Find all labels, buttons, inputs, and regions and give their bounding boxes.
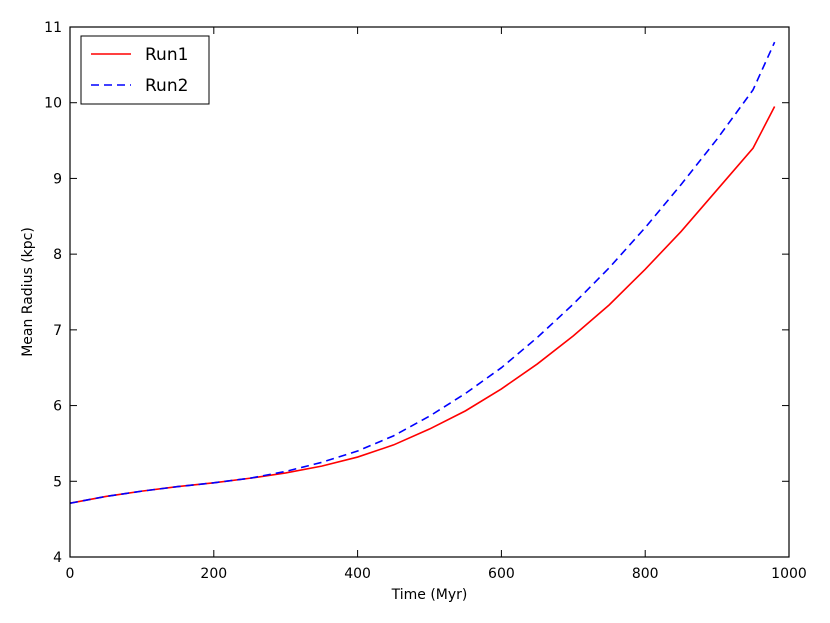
y-axis-label: Mean Radius (kpc): [20, 227, 36, 357]
axes-layer: 0 200 400 600 800 1000 4 5 6 7 8 9 10 11 Time (Myr) Mea…: [20, 20, 807, 603]
x-tick-label: 200: [200, 566, 227, 582]
plot-frame: [69, 26, 790, 558]
x-tick-label: 1000: [771, 566, 807, 582]
legend: Run1 Run2: [80, 35, 210, 105]
x-tick-label: 400: [344, 566, 371, 582]
y-tick-label: 5: [53, 474, 62, 490]
x-tick-label: 0: [66, 566, 75, 582]
y-tick-label: 11: [44, 20, 62, 36]
x-tick-label: 600: [488, 566, 515, 582]
y-tick-label: 8: [53, 247, 62, 263]
x-tick-label: 800: [632, 566, 659, 582]
y-tick-label: 7: [53, 323, 62, 339]
y-tick-label: 9: [53, 171, 62, 187]
legend-label-run2: Run2: [145, 76, 188, 96]
series-line-run2: [70, 41, 776, 505]
y-tick-label: 4: [53, 550, 62, 566]
legend-label-run1: Run1: [145, 45, 188, 65]
plot-layer: [70, 41, 776, 505]
y-tick-label: 6: [53, 399, 62, 415]
y-tick-label: 10: [44, 96, 62, 112]
x-axis-label: Time (Myr): [391, 587, 468, 603]
legend-box: [80, 35, 210, 105]
